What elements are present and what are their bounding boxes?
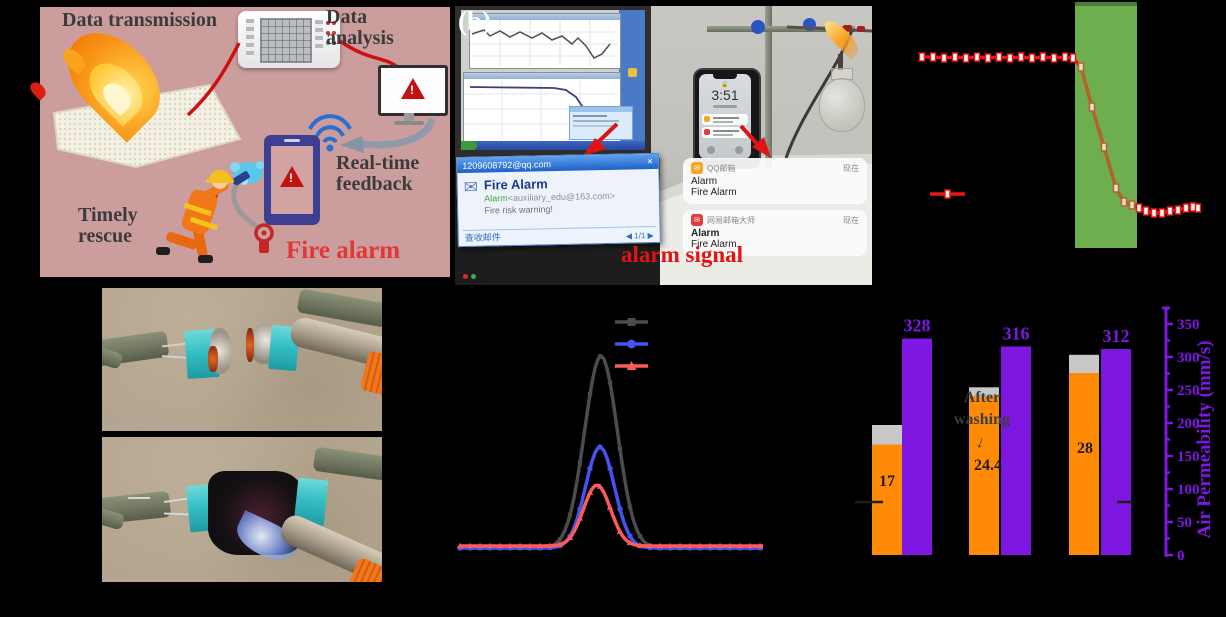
monitor-stand (404, 113, 414, 121)
phone-screen: 🔒 3:51 (699, 74, 751, 159)
lock-icon: 🔒 (721, 82, 729, 88)
notification-title: Alarm (691, 228, 720, 239)
phone-time: 3:51 (711, 87, 739, 103)
svg-text:312: 312 (1103, 326, 1130, 346)
phone-mini-notification (702, 114, 748, 125)
email-body: Fire risk warning! (484, 204, 554, 216)
svg-text:17: 17 (879, 473, 895, 490)
stand-rod (765, 6, 772, 168)
desktop-icon (628, 68, 637, 77)
power-led-green (471, 274, 476, 279)
email-popup: 1209608792@qq.com ✕ ✉ Fire Alarm Alarm<a… (456, 152, 661, 248)
notification-card-netease: ✉ 网易邮箱大师 现在 Alarm Fire Alarm (683, 210, 867, 256)
alarm-signal-caption: alarm signal (621, 242, 744, 267)
label-realtime-feedback: Real-time feedback (336, 152, 420, 195)
svg-text:Air Permeability (mm/s): Air Permeability (mm/s) (1194, 340, 1215, 538)
pager-next-icon: ▶ (647, 231, 654, 241)
label-timely-rescue: Timely rescue (78, 204, 138, 247)
alert-monitor: ! (378, 65, 448, 116)
bar-chart-svg: 328 316 3121724.428Afterwashing↓0501001502… (855, 306, 1215, 564)
svg-text:50: 50 (1177, 515, 1192, 531)
data-logger-device (238, 11, 340, 68)
warning-triangle-icon: ! (401, 78, 425, 99)
email-sender-name: Alarm (484, 193, 508, 204)
email-footer-link: 查收邮件 (464, 232, 501, 243)
notification-time: 现在 (843, 163, 859, 173)
email-sender-address: <auxiliary_edu@163.com> (507, 190, 615, 204)
svg-text:0: 0 (1177, 548, 1185, 564)
phone-photo: 🔒 3:51 (693, 68, 761, 169)
wifi-icon (308, 114, 352, 152)
qq-mail-icon: ✉ (691, 162, 703, 174)
power-led-red (463, 274, 468, 279)
svg-text:250: 250 (1177, 383, 1200, 399)
panel-b-photo: 🔒 3:51 (455, 6, 872, 285)
netease-mail-icon: ✉ (691, 214, 703, 226)
warning-triangle-icon: ! (280, 166, 304, 187)
logger-buttons-left (246, 19, 254, 59)
chart-window-1 (469, 13, 621, 69)
response-line-chart (880, 0, 1226, 262)
label-data-transmission: Data transmission (62, 9, 218, 31)
logger-led (326, 21, 330, 25)
taskbar (461, 141, 645, 150)
email-popup-title: 1209608792@qq.com (462, 158, 552, 171)
label-fire-alarm: Fire alarm (286, 237, 401, 264)
notification-app: 网易邮箱大师 (707, 215, 755, 225)
notification-card-qq: ✉ QQ邮箱 现在 Alarm Fire Alarm (683, 158, 867, 204)
svg-text:200: 200 (1177, 416, 1200, 432)
phone-mini-notification (702, 127, 748, 138)
envelope-icon: ✉ (463, 177, 479, 197)
panel-d-photos (102, 288, 382, 582)
svg-text:328: 328 (904, 316, 931, 336)
flame-fragment-icon (27, 79, 49, 101)
stand-knob (803, 18, 816, 31)
notification-body: Fire Alarm (691, 239, 737, 250)
pager-count: 1/1 (634, 231, 646, 241)
panel-a-schematic: ! ! (27, 6, 450, 277)
svg-text:After: After (964, 389, 1000, 406)
logger-buttons-right (315, 20, 323, 50)
phone-speaker (284, 139, 300, 142)
stand-crossbar (707, 26, 855, 32)
response-line-svg (918, 2, 1202, 248)
phone-notch (713, 74, 737, 79)
label-data-analysis: Data analysis (326, 6, 394, 49)
peaks-chart (420, 290, 855, 590)
svg-text:316: 316 (1003, 323, 1030, 343)
firefighter-illustration (156, 161, 274, 263)
logger-screen (260, 18, 312, 63)
svg-text:150: 150 (1177, 449, 1200, 465)
flame-test-photo-during (102, 437, 382, 582)
notification-body: Fire Alarm (691, 187, 737, 198)
pager-prev-icon: ◀ (625, 231, 633, 241)
svg-text:100: 100 (1177, 482, 1200, 498)
svg-text:24.4: 24.4 (974, 457, 1002, 474)
svg-text:300: 300 (1177, 350, 1200, 366)
phone-screen: ! (271, 146, 313, 214)
svg-text:350: 350 (1177, 317, 1200, 333)
stand-knob (751, 20, 765, 34)
air-permeability-bar-chart: 328 316 312 17 24.4 28 After washing ↓ 0 50 100 150 2… (855, 290, 1226, 617)
notification-time: 现在 (843, 215, 859, 225)
alert-phone: ! (264, 135, 320, 225)
panel-b-label: (b) (458, 6, 491, 36)
alcohol-lamp (817, 16, 869, 138)
mini-alert-popup (569, 106, 633, 140)
ember-edge (208, 346, 218, 372)
notification-app: QQ邮箱 (707, 163, 736, 173)
svg-text:washing: washing (954, 411, 1010, 428)
email-subject: Fire Alarm (483, 176, 548, 193)
flame-test-photo-after (102, 288, 382, 431)
peaks-chart-svg (456, 318, 764, 551)
start-button (461, 141, 477, 150)
close-icon: ✕ (646, 157, 654, 167)
notification-title: Alarm (691, 176, 718, 187)
svg-text:28: 28 (1077, 440, 1093, 457)
